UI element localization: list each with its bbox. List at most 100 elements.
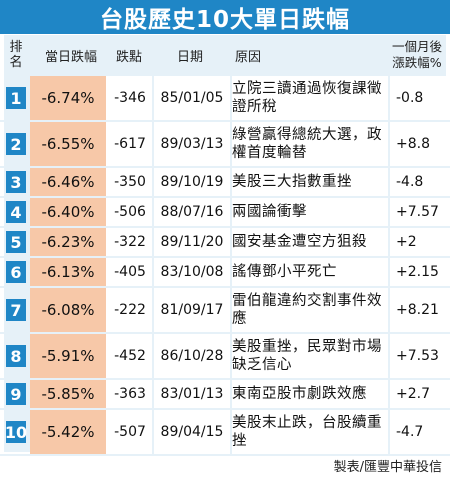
pct-cell: -6.23%	[30, 228, 106, 256]
column-divider	[388, 258, 390, 286]
rank-badge: 1	[6, 87, 26, 109]
month-change-cell: +7.53	[396, 348, 439, 364]
header-rank-line2: 名	[9, 55, 23, 70]
rank-badge: 4	[6, 201, 26, 223]
month-change-cell: +2.15	[396, 264, 439, 280]
rank-badge: 10	[4, 421, 28, 443]
column-divider	[388, 288, 390, 332]
reason-cell: 謠傳鄧小平死亡	[232, 264, 337, 280]
date-cell: 89/10/19	[160, 174, 224, 190]
points-cell: -405	[114, 264, 146, 280]
header-reason: 原因	[235, 49, 262, 65]
header-pct: 當日跌幅	[44, 49, 97, 65]
points-cell: -350	[114, 174, 146, 190]
points-cell: -506	[114, 204, 146, 220]
date-cell: 88/07/16	[160, 204, 224, 220]
source-credit: 製表/匯豐中華投信	[333, 460, 442, 475]
table-row: 7 -6.08% -222 81/09/17 雷伯龍違約交割事件效應 +8.21	[0, 288, 450, 334]
column-divider	[230, 334, 232, 378]
column-divider	[230, 198, 232, 226]
column-divider	[152, 76, 154, 120]
points-cell: -507	[114, 424, 146, 440]
column-divider	[152, 198, 154, 226]
header-month: 一個月後 漲跌幅%	[386, 35, 448, 75]
points-cell: -452	[114, 348, 146, 364]
reason-cell: 美股三大指數重挫	[232, 174, 352, 190]
header-points: 跌點	[115, 49, 142, 65]
rank-badge: 9	[6, 383, 26, 405]
title-bar: 台股歷史10大單日跌幅	[0, 0, 450, 34]
table-header: 排 名 當日跌幅 跌點 日期 原因 一個月後 漲跌幅%	[0, 35, 450, 75]
column-divider	[152, 258, 154, 286]
column-divider	[388, 380, 390, 408]
points-cell: -322	[114, 234, 146, 250]
pct-cell: -6.55%	[30, 122, 106, 166]
column-divider	[230, 228, 232, 256]
page-title: 台股歷史10大單日跌幅	[99, 7, 350, 33]
points-cell: -617	[114, 136, 146, 152]
month-change-cell: +8.21	[396, 302, 439, 318]
column-divider	[388, 198, 390, 226]
reason-cell: 國安基金遭空方狙殺	[232, 234, 367, 250]
month-change-cell: +2	[396, 234, 417, 250]
column-divider	[230, 410, 232, 454]
date-cell: 81/09/17	[160, 302, 224, 318]
header-rank: 排 名	[5, 35, 27, 75]
column-divider	[230, 76, 232, 120]
month-change-cell: +7.57	[396, 204, 439, 220]
reason-cell: 立院三讀通過恢復課徵證所稅	[232, 81, 382, 115]
column-divider	[152, 288, 154, 332]
column-divider	[388, 76, 390, 120]
column-divider	[388, 228, 390, 256]
pct-cell: -6.74%	[30, 76, 106, 120]
column-divider	[152, 228, 154, 256]
pct-cell: -6.40%	[30, 198, 106, 226]
column-divider	[230, 258, 232, 286]
table-row: 1 -6.74% -346 85/01/05 立院三讀通過恢復課徵證所稅 -0.8	[0, 76, 450, 122]
column-divider	[388, 410, 390, 454]
date-cell: 89/04/15	[160, 424, 224, 440]
pct-cell: -6.13%	[30, 258, 106, 286]
reason-cell: 兩國論衝擊	[232, 204, 307, 220]
pct-cell: -5.85%	[30, 380, 106, 408]
points-cell: -346	[114, 90, 146, 106]
table-row: 3 -6.46% -350 89/10/19 美股三大指數重挫 -4.8	[0, 168, 450, 198]
date-cell: 89/11/20	[160, 234, 224, 250]
rank-badge: 3	[6, 171, 26, 193]
table-row: 9 -5.85% -363 83/01/13 東南亞股市劇跌效應 +2.7	[0, 380, 450, 410]
points-cell: -222	[114, 302, 146, 318]
month-change-cell: -4.7	[396, 424, 424, 440]
table-row: 8 -5.91% -452 86/10/28 美股重挫，民眾對市場缺乏信心 +7.53	[0, 334, 450, 380]
month-change-cell: -4.8	[396, 174, 424, 190]
reason-cell: 雷伯龍違約交割事件效應	[232, 293, 382, 327]
column-divider	[152, 380, 154, 408]
rank-badge: 2	[6, 133, 26, 155]
column-divider	[388, 334, 390, 378]
points-cell: -363	[114, 386, 146, 402]
date-cell: 89/03/13	[160, 136, 224, 152]
rank-badge: 6	[6, 261, 26, 283]
pct-cell: -5.42%	[30, 410, 106, 454]
reason-cell: 綠營贏得總統大選，政權首度輪替	[232, 127, 382, 161]
date-cell: 83/10/08	[160, 264, 224, 280]
rank-badge: 5	[6, 231, 26, 253]
header-rank-line1: 排	[9, 40, 23, 55]
header-month-line2: 漲跌幅%	[392, 55, 442, 70]
column-divider	[230, 288, 232, 332]
column-divider	[230, 380, 232, 408]
column-divider	[152, 410, 154, 454]
reason-cell: 美股末止跌，台股續重挫	[232, 415, 382, 449]
reason-cell: 東南亞股市劇跌效應	[232, 386, 367, 402]
pct-cell: -6.08%	[30, 288, 106, 332]
column-divider	[230, 168, 232, 196]
table-row: 5 -6.23% -322 89/11/20 國安基金遭空方狙殺 +2	[0, 228, 450, 258]
header-date: 日期	[176, 49, 203, 65]
date-cell: 83/01/13	[160, 386, 224, 402]
column-divider	[152, 122, 154, 166]
column-divider	[388, 168, 390, 196]
table-row: 10 -5.42% -507 89/04/15 美股末止跌，台股續重挫 -4.7	[0, 410, 450, 456]
date-cell: 86/10/28	[160, 348, 224, 364]
month-change-cell: +2.7	[396, 386, 430, 402]
date-cell: 85/01/05	[160, 90, 224, 106]
